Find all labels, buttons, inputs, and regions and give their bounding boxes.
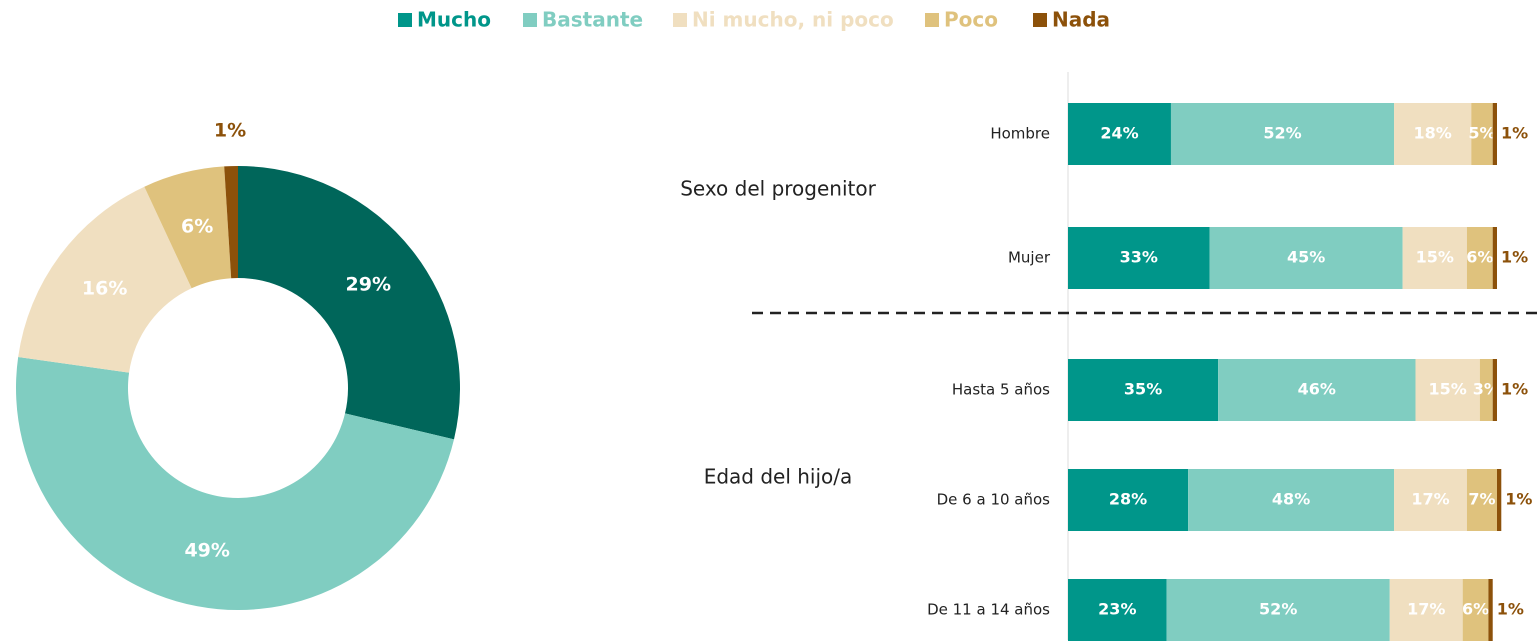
bar-segment: [1394, 469, 1467, 531]
category-label: Hasta 5 años: [952, 381, 1050, 399]
legend-swatch: [673, 13, 687, 27]
bar-segment: [1209, 227, 1403, 289]
bar-segment: [1462, 579, 1489, 641]
bar-label: 45%: [1287, 248, 1325, 267]
bar-segment: [1068, 227, 1210, 289]
bar-label: 1%: [1501, 124, 1528, 143]
bar-segment: [1166, 579, 1390, 641]
bar-segment: [1479, 359, 1493, 421]
donut-slice: [224, 166, 238, 279]
bar-segment: [1068, 469, 1189, 531]
legend-swatch: [1033, 13, 1047, 27]
bar-label: 52%: [1259, 600, 1297, 619]
bar-label: 1%: [1501, 380, 1528, 399]
bar-label: 15%: [1429, 380, 1467, 399]
bar-segment: [1492, 359, 1497, 421]
bar-label: 23%: [1098, 600, 1136, 619]
legend-label: Ni mucho, ni poco: [692, 8, 894, 32]
legend-swatch: [523, 13, 537, 27]
bar-segment: [1466, 227, 1493, 289]
bar-segment: [1068, 103, 1171, 165]
bar-label: 33%: [1120, 248, 1158, 267]
donut-slice: [238, 166, 460, 440]
bar-label: 46%: [1298, 380, 1336, 399]
legend-label: Nada: [1052, 8, 1110, 32]
bar-segment: [1415, 359, 1480, 421]
bar-label: 6%: [1466, 248, 1493, 267]
bar-label: 35%: [1124, 380, 1162, 399]
bar-label: 24%: [1100, 124, 1138, 143]
bar-label: 1%: [1497, 600, 1524, 619]
slice-label: 49%: [184, 540, 229, 562]
legend-label: Poco: [944, 8, 998, 32]
legend-label: Mucho: [417, 8, 491, 32]
bar-label: 7%: [1468, 490, 1495, 509]
group-label: Edad del hijo/a: [704, 465, 853, 489]
bar-segment: [1068, 579, 1167, 641]
bar-label: 48%: [1272, 490, 1310, 509]
legend-swatch: [925, 13, 939, 27]
group-label: Sexo del progenitor: [680, 177, 876, 201]
bar-label: 28%: [1109, 490, 1147, 509]
bar-segment: [1471, 103, 1493, 165]
bar-label: 17%: [1407, 600, 1445, 619]
bar-segment: [1068, 359, 1219, 421]
category-label: Mujer: [1008, 249, 1051, 267]
slice-label: 1%: [214, 120, 246, 142]
bar-segment: [1492, 103, 1497, 165]
bar-segment: [1497, 469, 1502, 531]
donut-slice: [18, 186, 192, 373]
slice-label: 16%: [82, 278, 127, 300]
category-label: De 6 a 10 años: [937, 491, 1051, 509]
bar-segment: [1492, 227, 1497, 289]
bar-segment: [1218, 359, 1416, 421]
bar-segment: [1394, 103, 1472, 165]
donut-slice: [144, 166, 232, 289]
bar-segment: [1188, 469, 1395, 531]
bar-label: 6%: [1462, 600, 1489, 619]
legend-swatch: [398, 13, 412, 27]
slice-label: 29%: [346, 274, 391, 296]
bar-label: 1%: [1501, 248, 1528, 267]
bar-segment: [1389, 579, 1463, 641]
category-label: De 11 a 14 años: [927, 601, 1050, 619]
bar-label: 5%: [1468, 124, 1495, 143]
category-label: Hombre: [990, 125, 1050, 143]
bar-label: 1%: [1505, 490, 1532, 509]
legend-label: Bastante: [542, 8, 643, 32]
bar-segment: [1488, 579, 1493, 641]
donut-slice: [15, 357, 454, 611]
bar-label: 52%: [1263, 124, 1301, 143]
bar-label: 15%: [1416, 248, 1454, 267]
slice-label: 6%: [181, 216, 213, 238]
bar-segment: [1402, 227, 1467, 289]
bar-label: 17%: [1411, 490, 1449, 509]
bar-segment: [1466, 469, 1497, 531]
bar-segment: [1170, 103, 1395, 165]
bar-label: 18%: [1414, 124, 1452, 143]
